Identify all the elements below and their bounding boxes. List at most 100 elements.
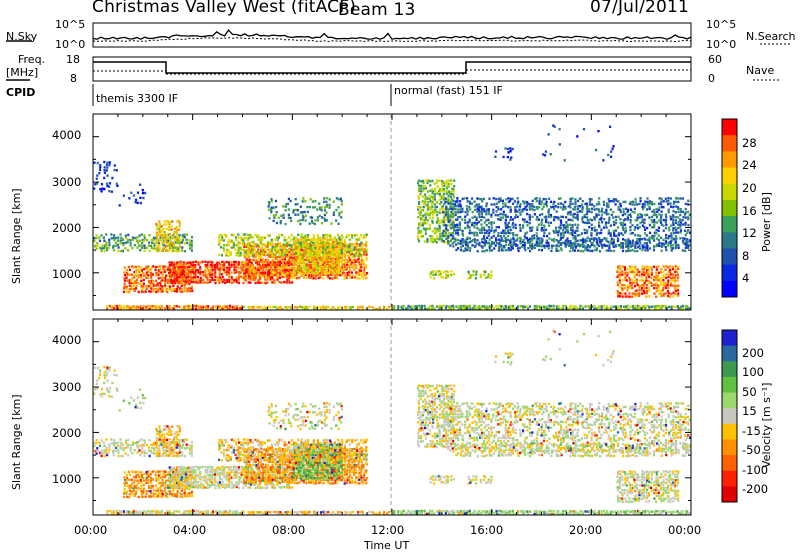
range-cell	[371, 511, 374, 514]
range-cell	[426, 206, 430, 209]
power-heatmap	[93, 124, 692, 311]
range-cell	[420, 180, 423, 183]
range-cell	[638, 286, 641, 289]
range-cell	[557, 205, 560, 209]
range-cell	[595, 148, 598, 152]
range-cell	[624, 295, 627, 298]
range-cell	[456, 238, 459, 242]
nsky-line	[92, 28, 692, 40]
range-cell	[509, 210, 512, 213]
range-cell	[641, 203, 644, 206]
range-cell	[338, 241, 341, 245]
range-cell	[621, 295, 624, 298]
range-cell	[351, 243, 354, 246]
range-cell	[242, 281, 245, 285]
range-cell	[490, 244, 493, 248]
range-cell	[180, 263, 183, 266]
range-cell	[202, 512, 205, 516]
range-cell	[674, 219, 678, 222]
range-cell	[341, 273, 344, 277]
range-cell	[536, 242, 539, 245]
range-cell	[235, 263, 238, 267]
range-cell	[659, 221, 663, 224]
range-cell	[207, 305, 210, 308]
range-cell	[280, 254, 283, 257]
range-cell	[612, 241, 615, 244]
range-cell	[452, 509, 455, 513]
range-cell	[595, 233, 598, 237]
range-cell	[457, 242, 460, 245]
range-cell	[422, 222, 425, 225]
range-cell	[639, 199, 642, 203]
range-cell	[292, 243, 295, 246]
range-cell	[283, 266, 286, 270]
vel-cb-tick-m200: -200	[742, 482, 769, 496]
range-cell	[295, 258, 298, 262]
range-cell	[562, 224, 565, 227]
range-cell	[601, 221, 604, 224]
range-cell	[190, 265, 193, 269]
range-cell	[429, 304, 432, 308]
range-cell	[340, 259, 343, 262]
range-cell	[514, 239, 517, 242]
range-cell	[283, 258, 286, 261]
range-cell	[572, 237, 575, 240]
range-cell	[321, 251, 325, 254]
range-cell	[320, 259, 324, 262]
range-cell	[667, 279, 670, 282]
range-cell	[629, 213, 632, 216]
range-cell	[304, 219, 307, 222]
range-cell	[617, 200, 620, 203]
range-cell	[230, 261, 233, 264]
range-cell	[300, 239, 303, 242]
range-cell	[335, 197, 338, 200]
range-cell	[302, 241, 305, 244]
range-cell	[122, 290, 126, 294]
range-cell	[672, 232, 675, 235]
range-cell	[464, 210, 467, 214]
range-cell	[482, 237, 485, 240]
range-cell	[619, 268, 622, 271]
range-cell	[624, 307, 627, 310]
range-cell	[552, 307, 555, 311]
range-cell	[610, 237, 613, 240]
range-cell	[646, 244, 649, 247]
range-cell	[574, 305, 577, 308]
range-cell	[436, 219, 439, 223]
range-cell	[209, 263, 212, 266]
range-cell	[130, 191, 133, 194]
range-cell	[684, 229, 687, 232]
range-cell	[660, 200, 663, 203]
range-cell	[297, 238, 300, 242]
range-cell	[662, 287, 665, 290]
range-cell	[240, 260, 243, 264]
range-cell	[650, 305, 653, 308]
range-cell	[524, 232, 527, 235]
range-cell	[191, 289, 194, 292]
range-cell	[296, 512, 299, 516]
range-cell	[436, 235, 439, 238]
range-cell	[314, 264, 317, 267]
range-cell	[432, 197, 435, 201]
range-cell	[142, 278, 145, 282]
range-cell	[292, 264, 295, 267]
range-cell	[676, 273, 679, 276]
range-cell	[295, 262, 298, 265]
range-cell	[308, 271, 311, 274]
range-cell	[252, 305, 255, 309]
range-cell	[340, 203, 343, 206]
range-cell	[220, 234, 223, 237]
range-cell	[172, 266, 175, 269]
range-cell	[449, 205, 452, 208]
range-cell	[254, 278, 257, 281]
range-cell	[206, 263, 209, 267]
range-cell	[106, 512, 109, 516]
vel-cb-tick-100: 100	[742, 365, 764, 379]
range-cell	[298, 246, 301, 249]
range-cell	[223, 263, 226, 266]
range-cell	[250, 245, 253, 248]
range-cell	[190, 285, 194, 288]
range-cell	[290, 256, 293, 259]
range-cell	[218, 306, 221, 310]
range-cell	[283, 275, 286, 279]
